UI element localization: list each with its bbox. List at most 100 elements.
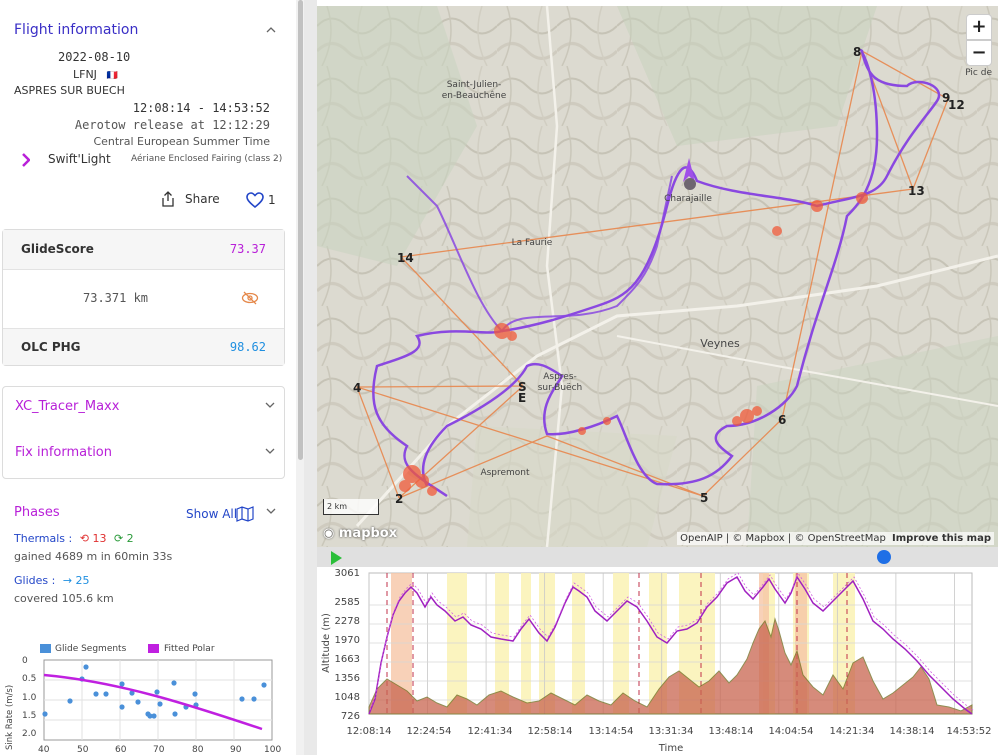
glidescore-label: GlideScore bbox=[21, 242, 94, 256]
polar-grid bbox=[43, 659, 273, 741]
heart-icon bbox=[246, 192, 264, 208]
chevron-down-icon[interactable] bbox=[264, 399, 276, 411]
glider-marker-icon bbox=[22, 153, 30, 167]
waypoint[interactable]: 14 bbox=[397, 251, 414, 265]
glidescore-value: 73.37 bbox=[229, 242, 266, 256]
glider-detail: Aériane Enclosed Fairing (class 2) bbox=[131, 154, 283, 164]
place-pic: Pic de bbox=[965, 68, 992, 78]
scores-card: GlideScore 73.37 73.371 km OLC PHG 98.62 bbox=[2, 229, 285, 366]
polar-point bbox=[147, 713, 153, 719]
flight-map[interactable]: 2 4 S E 5 6 8 9 12 13 14 Saint-Julien- e… bbox=[317, 6, 998, 547]
glides-label: Glides : bbox=[14, 574, 56, 587]
polar-point bbox=[67, 698, 73, 704]
chevron-down-icon[interactable] bbox=[265, 505, 277, 517]
glidescore-row[interactable]: GlideScore 73.37 bbox=[3, 230, 284, 270]
waypoint[interactable]: 13 bbox=[908, 184, 925, 198]
ground-elevation bbox=[368, 617, 973, 715]
sidebar-scroll-thumb[interactable] bbox=[298, 0, 303, 460]
task-lines bbox=[356, 49, 949, 499]
polar-point bbox=[135, 699, 141, 705]
waypoint[interactable]: 2 bbox=[395, 492, 403, 506]
panel-divider[interactable] bbox=[304, 0, 317, 755]
place-saint-julien: Saint-Julien- en-Beauchêne bbox=[441, 80, 507, 101]
map-icon[interactable] bbox=[236, 506, 254, 522]
glide-band bbox=[572, 573, 585, 714]
y-tick: 1356 bbox=[335, 673, 360, 684]
polar-xtick: 50 bbox=[77, 745, 89, 755]
eye-off-icon[interactable] bbox=[241, 290, 259, 306]
polar-ytick: 1.5 bbox=[22, 711, 36, 721]
map-canvas[interactable]: 2 4 S E 5 6 8 9 12 13 14 bbox=[317, 6, 998, 547]
waypoint[interactable]: S bbox=[518, 380, 527, 394]
waypoint[interactable]: 9 bbox=[942, 91, 950, 105]
chevron-up-icon[interactable] bbox=[265, 24, 277, 36]
place-charajaille: Charajaille bbox=[664, 194, 712, 204]
phases-title: Phases bbox=[14, 505, 60, 520]
play-icon[interactable] bbox=[331, 551, 342, 565]
polar-point bbox=[42, 711, 48, 717]
mapbox-logo-text: mapbox bbox=[338, 526, 398, 541]
zoom-in-button[interactable]: + bbox=[966, 14, 992, 40]
waypoint[interactable]: 4 bbox=[353, 381, 361, 395]
polar-point bbox=[151, 713, 157, 719]
improve-map-link[interactable]: Improve this map bbox=[892, 533, 991, 544]
thermals-label: Thermals : bbox=[14, 532, 73, 545]
mapbox-logo[interactable]: ◉ mapbox bbox=[323, 526, 398, 541]
x-tick: 14:53:52 bbox=[947, 726, 992, 737]
timeline-handle[interactable] bbox=[877, 550, 891, 564]
x-tick: 12:58:14 bbox=[528, 726, 573, 737]
x-tick: 12:08:14 bbox=[347, 726, 392, 737]
x-tick: 12:41:34 bbox=[468, 726, 513, 737]
x-tick: 13:48:14 bbox=[709, 726, 754, 737]
y-tick: 1048 bbox=[335, 692, 360, 703]
polar-point bbox=[119, 681, 125, 687]
forest-area bbox=[747, 336, 998, 547]
polar-xtick: 90 bbox=[230, 745, 242, 755]
waypoint[interactable]: 5 bbox=[700, 491, 708, 505]
timeline-bar[interactable] bbox=[317, 547, 998, 567]
waypoint[interactable]: 8 bbox=[853, 45, 861, 59]
polar-point bbox=[119, 704, 125, 710]
distance-value: 73.371 km bbox=[83, 291, 149, 305]
olc-row[interactable]: OLC PHG 98.62 bbox=[3, 328, 284, 365]
polar-point bbox=[172, 711, 178, 717]
polar-point bbox=[192, 691, 198, 697]
logger-name[interactable]: XC_Tracer_Maxx bbox=[15, 399, 120, 414]
polar-ytick: 1.0 bbox=[22, 693, 37, 703]
polar-chart: Glide Segments Fitted Polar Sink Rate (m… bbox=[5, 644, 281, 755]
waypoint[interactable]: 6 bbox=[778, 413, 786, 427]
x-ticks: 12:08:14 12:24:54 12:41:34 12:58:14 13:1… bbox=[347, 726, 992, 737]
polar-point bbox=[171, 680, 177, 686]
glide-band bbox=[613, 573, 629, 714]
show-all-button[interactable]: Show All bbox=[186, 507, 238, 521]
zoom-out-button[interactable]: − bbox=[966, 40, 992, 66]
place-veynes: Veynes bbox=[700, 337, 740, 350]
polar-point bbox=[251, 696, 257, 702]
altitude-chart[interactable]: 3061 2585 2278 1970 1663 1356 1048 726 1… bbox=[317, 567, 998, 755]
flight-info-header[interactable]: Flight information bbox=[14, 22, 139, 38]
x-tick: 13:14:54 bbox=[589, 726, 634, 737]
like-count: 1 bbox=[268, 193, 276, 207]
altitude-line bbox=[368, 575, 973, 715]
x-tick: 14:21:34 bbox=[830, 726, 875, 737]
chevron-down-icon[interactable] bbox=[264, 445, 276, 457]
pilot-marker-icon[interactable] bbox=[683, 158, 695, 182]
y-tick: 1970 bbox=[335, 635, 360, 646]
logger-card: XC_Tracer_Maxx Fix information bbox=[2, 386, 285, 479]
y-tick: 2278 bbox=[335, 616, 360, 627]
polar-xtick: 80 bbox=[192, 745, 204, 755]
flight-track-segment bbox=[406, 175, 673, 333]
glides-row: Glides : → 25 bbox=[14, 574, 90, 587]
polar-point bbox=[103, 691, 109, 697]
waypoint[interactable]: 12 bbox=[948, 98, 965, 112]
thermals-right-count: 2 bbox=[126, 532, 134, 545]
attribution-sources[interactable]: OpenAIP | © Mapbox | © OpenStreetMap bbox=[680, 533, 886, 544]
waypoint[interactable]: E bbox=[518, 391, 526, 405]
polar-point bbox=[154, 689, 160, 695]
fitted-polar-curve bbox=[43, 673, 263, 731]
polar-xtick: 60 bbox=[115, 745, 127, 755]
fix-info-label[interactable]: Fix information bbox=[15, 445, 112, 460]
polar-ytick: 2.0 bbox=[22, 729, 37, 739]
polar-point bbox=[261, 682, 267, 688]
polar-xtick: 40 bbox=[38, 745, 50, 755]
